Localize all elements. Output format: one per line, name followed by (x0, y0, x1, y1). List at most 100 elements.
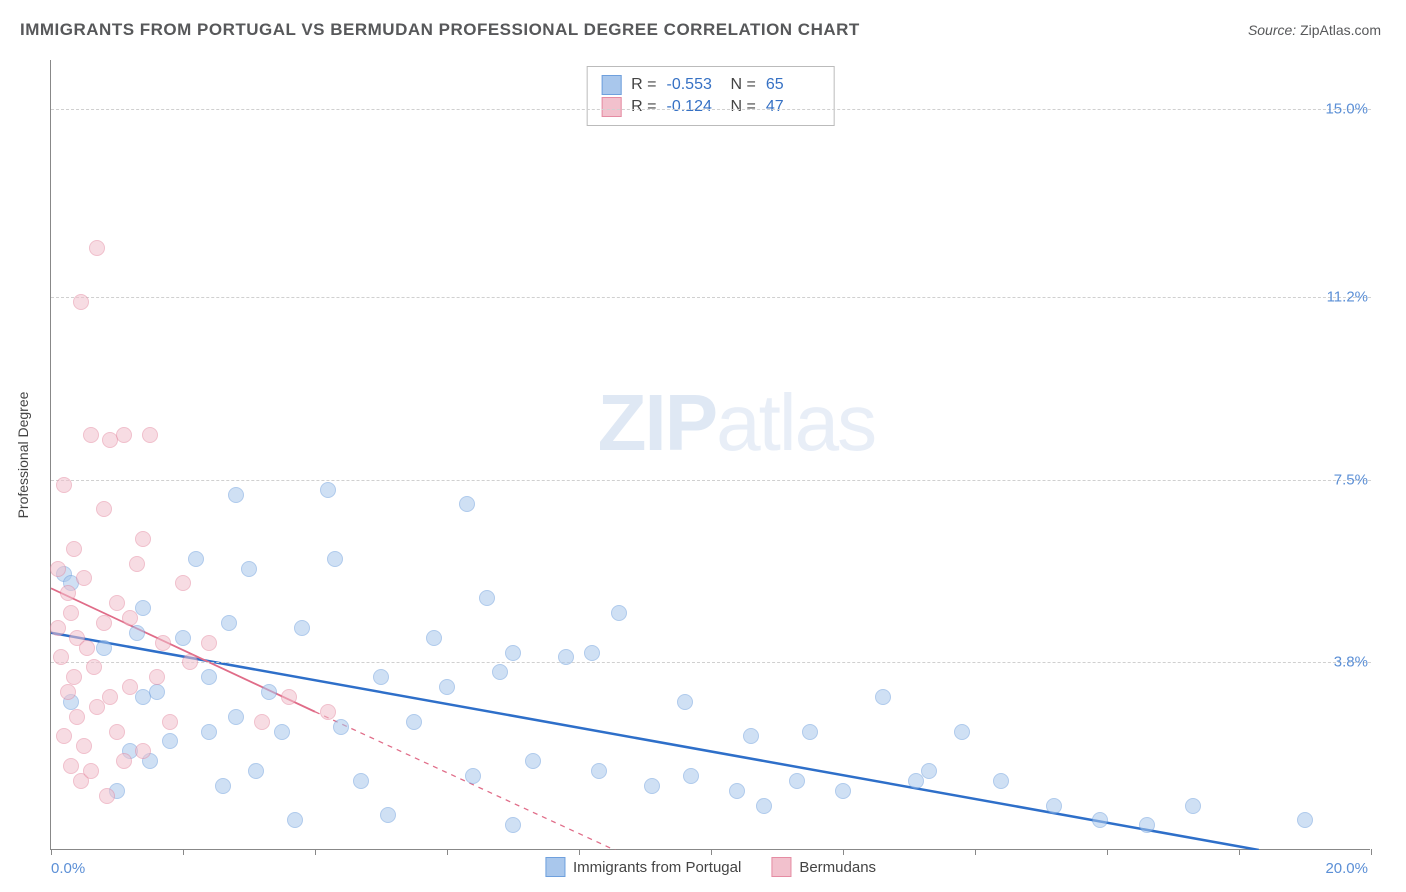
data-point-portugal (591, 763, 607, 779)
data-point-bermudans (96, 501, 112, 517)
data-point-bermudans (116, 753, 132, 769)
x-axis-max-label: 20.0% (1325, 860, 1368, 877)
data-point-portugal (729, 783, 745, 799)
data-point-bermudans (99, 788, 115, 804)
data-point-portugal (201, 669, 217, 685)
data-point-bermudans (182, 654, 198, 670)
legend-series: Immigrants from Portugal Bermudans (545, 857, 876, 877)
grid-line (51, 662, 1371, 663)
data-point-bermudans (109, 595, 125, 611)
legend-stats-row-bermudans: R = -0.124 N = 47 (601, 97, 820, 117)
data-point-bermudans (83, 763, 99, 779)
data-point-portugal (459, 496, 475, 512)
data-point-portugal (274, 724, 290, 740)
trend-lines (51, 60, 1371, 850)
y-tick-label: 15.0% (1325, 101, 1368, 118)
data-point-portugal (175, 630, 191, 646)
x-tick (579, 849, 580, 855)
data-point-bermudans (201, 635, 217, 651)
data-point-portugal (505, 817, 521, 833)
data-point-portugal (954, 724, 970, 740)
y-axis-title: Professional Degree (15, 391, 31, 518)
x-axis-min-label: 0.0% (51, 860, 85, 877)
data-point-portugal (525, 753, 541, 769)
plot-region: Professional Degree 0.0% 20.0% R =-0.553… (50, 60, 1370, 850)
data-point-bermudans (60, 684, 76, 700)
data-point-portugal (993, 773, 1009, 789)
data-point-portugal (743, 728, 759, 744)
legend-item-bermudans: Bermudans (771, 857, 876, 877)
data-point-portugal (683, 768, 699, 784)
data-point-bermudans (60, 585, 76, 601)
r-label: R = (631, 98, 656, 116)
data-point-portugal (835, 783, 851, 799)
legend-swatch-bermudans (771, 857, 791, 877)
data-point-portugal (492, 664, 508, 680)
y-tick-label: 7.5% (1334, 471, 1368, 488)
legend-label: Bermudans (799, 859, 876, 876)
data-point-bermudans (63, 758, 79, 774)
data-point-bermudans (129, 556, 145, 572)
data-point-bermudans (135, 531, 151, 547)
data-point-portugal (248, 763, 264, 779)
x-tick (447, 849, 448, 855)
y-tick-label: 3.8% (1334, 654, 1368, 671)
data-point-bermudans (86, 659, 102, 675)
legend-swatch-portugal (545, 857, 565, 877)
grid-line (51, 297, 1371, 298)
r-value: -0.124 (667, 98, 721, 116)
data-point-bermudans (66, 541, 82, 557)
data-point-portugal (406, 714, 422, 730)
data-point-portugal (1092, 812, 1108, 828)
data-point-portugal (201, 724, 217, 740)
x-tick (1371, 849, 1372, 855)
source-value: ZipAtlas.com (1300, 22, 1381, 38)
n-value: 65 (766, 76, 820, 94)
data-point-portugal (505, 645, 521, 661)
data-point-bermudans (254, 714, 270, 730)
data-point-portugal (221, 615, 237, 631)
data-point-bermudans (76, 738, 92, 754)
grid-line (51, 480, 1371, 481)
data-point-bermudans (50, 561, 66, 577)
data-point-portugal (228, 487, 244, 503)
data-point-bermudans (56, 477, 72, 493)
data-point-bermudans (142, 427, 158, 443)
n-label: N = (731, 98, 756, 116)
legend-stats: R =-0.553N =65R =-0.124N =47 (586, 66, 835, 126)
data-point-portugal (465, 768, 481, 784)
chart-title: IMMIGRANTS FROM PORTUGAL VS BERMUDAN PRO… (20, 20, 860, 40)
r-label: R = (631, 76, 656, 94)
data-point-portugal (228, 709, 244, 725)
n-label: N = (731, 76, 756, 94)
legend-item-portugal: Immigrants from Portugal (545, 857, 741, 877)
data-point-portugal (426, 630, 442, 646)
data-point-portugal (373, 669, 389, 685)
data-point-portugal (611, 605, 627, 621)
grid-line (51, 109, 1371, 110)
data-point-bermudans (76, 570, 92, 586)
data-point-portugal (320, 482, 336, 498)
data-point-bermudans (73, 294, 89, 310)
chart-area: ZIPatlas Professional Degree 0.0% 20.0% … (50, 60, 1370, 850)
data-point-bermudans (116, 427, 132, 443)
x-tick (843, 849, 844, 855)
data-point-portugal (162, 733, 178, 749)
data-point-bermudans (149, 669, 165, 685)
data-point-bermudans (83, 427, 99, 443)
x-tick (711, 849, 712, 855)
n-value: 47 (766, 98, 820, 116)
data-point-portugal (96, 640, 112, 656)
data-point-bermudans (102, 689, 118, 705)
data-point-portugal (439, 679, 455, 695)
data-point-bermudans (79, 640, 95, 656)
data-point-portugal (353, 773, 369, 789)
x-tick (1107, 849, 1108, 855)
data-point-bermudans (56, 728, 72, 744)
data-point-bermudans (122, 679, 138, 695)
data-point-portugal (921, 763, 937, 779)
data-point-portugal (149, 684, 165, 700)
data-point-bermudans (109, 724, 125, 740)
data-point-bermudans (63, 605, 79, 621)
data-point-bermudans (66, 669, 82, 685)
